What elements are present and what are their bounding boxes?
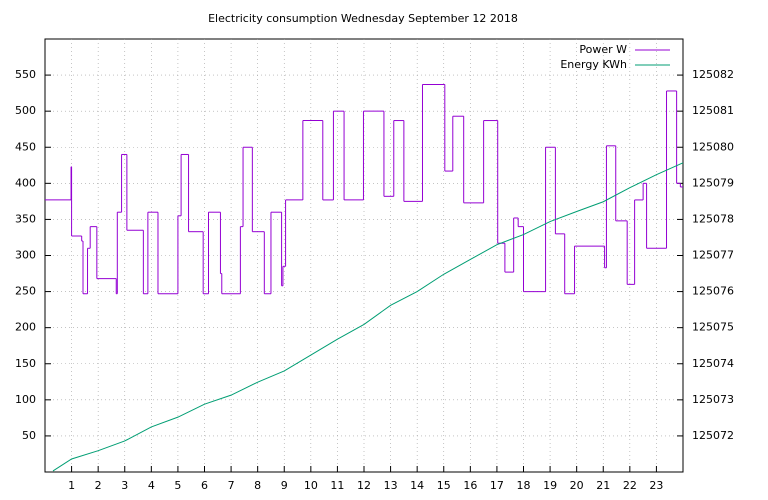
y-tick-label: 550 — [15, 68, 36, 81]
y2-tick-label: 125080 — [692, 140, 734, 153]
x-tick-label: 15 — [437, 479, 451, 492]
energy-line — [52, 162, 684, 472]
y-tick-label: 50 — [22, 429, 36, 442]
x-tick-label: 16 — [463, 479, 477, 492]
x-tick-label: 6 — [201, 479, 208, 492]
legend-label: Energy KWh — [560, 58, 627, 71]
x-tick-label: 7 — [228, 479, 235, 492]
x-tick-label: 13 — [384, 479, 398, 492]
x-tick-label: 22 — [623, 479, 637, 492]
x-tick-label: 12 — [357, 479, 371, 492]
x-tick-label: 20 — [570, 479, 584, 492]
y-tick-label: 200 — [15, 321, 36, 334]
x-tick-label: 3 — [121, 479, 128, 492]
y2-tick-label: 125077 — [692, 249, 734, 262]
y2-tick-label: 125072 — [692, 429, 734, 442]
y-tick-label: 400 — [15, 176, 36, 189]
y-tick-label: 450 — [15, 140, 36, 153]
y2-tick-label: 125073 — [692, 393, 734, 406]
x-tick-label: 19 — [543, 479, 557, 492]
x-tick-label: 23 — [649, 479, 663, 492]
x-tick-label: 17 — [490, 479, 504, 492]
y2-tick-label: 125079 — [692, 176, 734, 189]
y-tick-label: 350 — [15, 212, 36, 225]
legend-label: Power W — [579, 43, 627, 56]
y2-tick-label: 125076 — [692, 285, 734, 298]
y2-tick-label: 125078 — [692, 212, 734, 225]
y2-tick-label: 125082 — [692, 68, 734, 81]
y-tick-label: 300 — [15, 249, 36, 262]
y2-tick-label: 125074 — [692, 357, 734, 370]
x-tick-label: 11 — [330, 479, 344, 492]
y-tick-label: 100 — [15, 393, 36, 406]
x-tick-label: 8 — [254, 479, 261, 492]
x-tick-label: 1 — [68, 479, 75, 492]
x-tick-label: 21 — [596, 479, 610, 492]
x-tick-label: 5 — [174, 479, 181, 492]
x-tick-label: 14 — [410, 479, 424, 492]
x-tick-label: 2 — [95, 479, 102, 492]
x-tick-label: 18 — [517, 479, 531, 492]
x-tick-label: 10 — [304, 479, 318, 492]
y2-tick-label: 125081 — [692, 104, 734, 117]
y2-tick-label: 125075 — [692, 321, 734, 334]
y-tick-label: 150 — [15, 357, 36, 370]
y-tick-label: 250 — [15, 285, 36, 298]
x-tick-label: 9 — [281, 479, 288, 492]
x-tick-label: 4 — [148, 479, 155, 492]
chart-title: Electricity consumption Wednesday Septem… — [208, 12, 518, 25]
y-tick-label: 500 — [15, 104, 36, 117]
